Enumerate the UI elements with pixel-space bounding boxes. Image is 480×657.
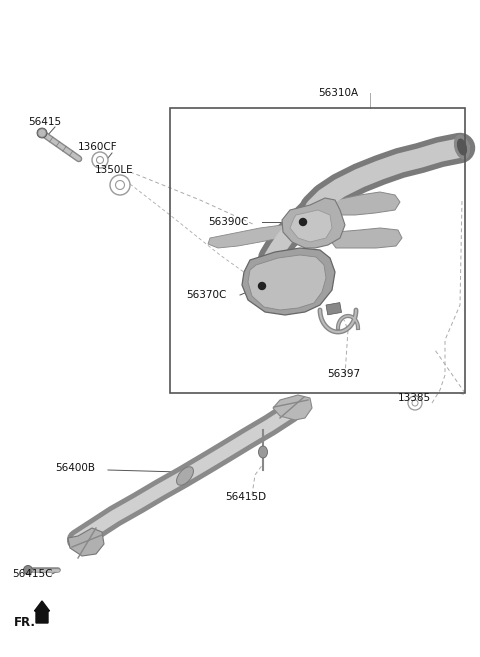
Ellipse shape — [24, 566, 33, 574]
Bar — [326, 303, 342, 315]
Ellipse shape — [39, 130, 45, 136]
Text: 56400B: 56400B — [55, 463, 95, 473]
Polygon shape — [68, 528, 104, 556]
Text: 56415D: 56415D — [225, 492, 266, 502]
Polygon shape — [290, 210, 332, 242]
Ellipse shape — [37, 128, 47, 138]
Text: 56310A: 56310A — [318, 88, 358, 98]
Text: 1350LE: 1350LE — [95, 165, 133, 175]
Text: 56370C: 56370C — [186, 290, 227, 300]
Polygon shape — [273, 395, 312, 420]
Ellipse shape — [455, 135, 469, 159]
Polygon shape — [332, 192, 400, 215]
Text: 56397: 56397 — [327, 369, 360, 379]
Bar — [170, 108, 465, 393]
Ellipse shape — [259, 446, 267, 458]
Text: 56415C: 56415C — [12, 569, 52, 579]
Polygon shape — [208, 225, 288, 248]
Ellipse shape — [457, 139, 467, 155]
Text: 13385: 13385 — [398, 393, 431, 403]
Ellipse shape — [177, 466, 193, 486]
Circle shape — [300, 219, 307, 225]
Polygon shape — [242, 248, 335, 315]
Polygon shape — [330, 228, 402, 248]
Text: 56415: 56415 — [28, 117, 61, 127]
Text: FR.: FR. — [14, 616, 36, 629]
Polygon shape — [282, 198, 345, 248]
Text: 56390C: 56390C — [208, 217, 248, 227]
Text: 1360CF: 1360CF — [78, 142, 118, 152]
FancyArrow shape — [35, 601, 49, 623]
Circle shape — [259, 283, 265, 290]
Polygon shape — [248, 255, 326, 310]
